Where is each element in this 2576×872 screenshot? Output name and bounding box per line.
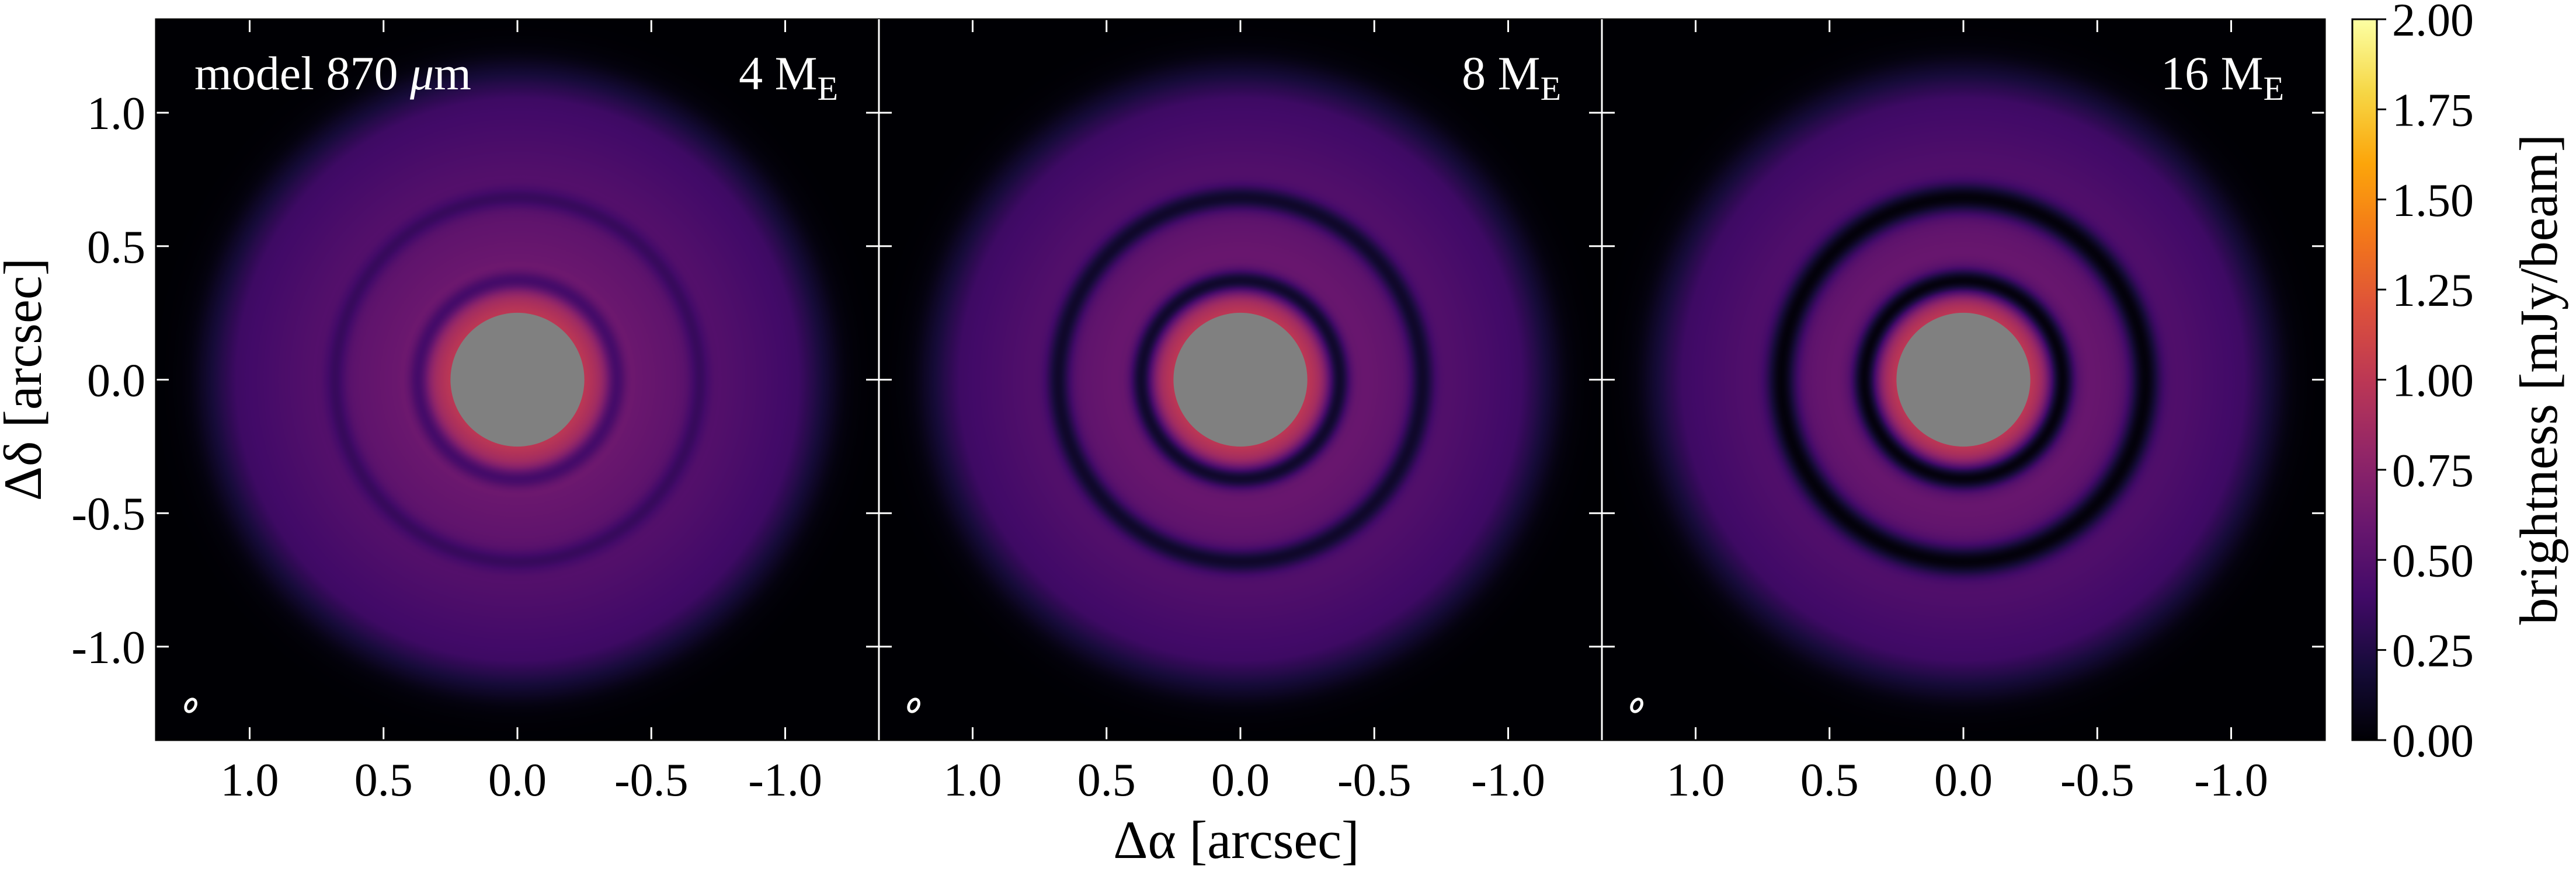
x-tick-label: -0.5 xyxy=(1337,755,1412,806)
x-tick-label: 0.0 xyxy=(1934,755,1993,806)
colorbar-label: brightness [mJy/beam] xyxy=(2509,134,2568,625)
panel-1: model 870 μm 4 ME xyxy=(156,19,879,740)
beam-ellipse xyxy=(184,697,197,713)
x-tick-label: 1.0 xyxy=(1666,755,1725,806)
x-tick-label: 0.5 xyxy=(354,755,413,806)
y-tick-label: -1.0 xyxy=(71,622,145,674)
colorbar: 0.00 0.25 0.50 0.75 1.00 1.25 1.50 1.75 2.00 xyxy=(2351,0,2474,767)
masked-center xyxy=(1173,312,1308,447)
colorbar-tick-label: 0.50 xyxy=(2392,535,2474,587)
planet-mass-label: 4 ME xyxy=(739,47,838,107)
x-tick-label: 0.5 xyxy=(1077,755,1136,806)
masked-center xyxy=(1896,312,2031,447)
x-tick-label: 0.0 xyxy=(488,755,547,806)
x-axis: 1.0 0.5 0.0 -0.5 -1.0 1.0 0.5 0.0 -0.5 -1.0 1.0 0.5… xyxy=(220,755,2268,806)
x-tick-label: -1.0 xyxy=(2194,755,2268,806)
colorbar-tick-label: 2.00 xyxy=(2392,0,2474,46)
panel-borders xyxy=(155,18,2326,741)
colorbar-tick-label: 0.00 xyxy=(2392,716,2474,767)
y-tick-label: -0.5 xyxy=(71,489,145,540)
beam-ellipse xyxy=(907,697,920,713)
x-axis-label: Δα [arcsec] xyxy=(1113,810,1359,870)
y-tick-label: 0.5 xyxy=(87,222,145,273)
y-axis: 1.0 0.5 0.0 -0.5 -1.0 xyxy=(71,88,145,674)
x-tick-label: 0.0 xyxy=(1211,755,1270,806)
colorbar-tick-label: 0.25 xyxy=(2392,626,2474,677)
y-axis-label: Δδ [arcsec] xyxy=(0,258,53,501)
colorbar-tick-label: 1.50 xyxy=(2392,175,2474,226)
x-tick-label: -0.5 xyxy=(614,755,689,806)
image-panels: model 870 μm 4 ME 8 ME 16 ME xyxy=(156,19,2325,740)
masked-center xyxy=(450,312,585,447)
colorbar-scale xyxy=(2351,18,2378,741)
model-label: model 870 μm xyxy=(194,47,471,100)
colorbar-tick-label: 1.75 xyxy=(2392,85,2474,136)
colorbar-tick-label: 0.75 xyxy=(2392,445,2474,497)
panel-2: 8 ME xyxy=(879,19,1602,740)
x-tick-label: -0.5 xyxy=(2060,755,2135,806)
x-tick-label: -1.0 xyxy=(748,755,822,806)
x-tick-label: -1.0 xyxy=(1471,755,1545,806)
beam-ellipse xyxy=(1630,697,1643,713)
y-tick-label: 0.0 xyxy=(87,355,145,407)
colorbar-tick-label: 1.00 xyxy=(2392,355,2474,407)
x-tick-label: 0.5 xyxy=(1800,755,1859,806)
y-tick-label: 1.0 xyxy=(87,88,145,139)
panel-3: 16 ME xyxy=(1602,19,2325,740)
x-tick-label: 1.0 xyxy=(220,755,279,806)
colorbar-tick-label: 1.25 xyxy=(2392,265,2474,316)
x-tick-label: 1.0 xyxy=(943,755,1002,806)
